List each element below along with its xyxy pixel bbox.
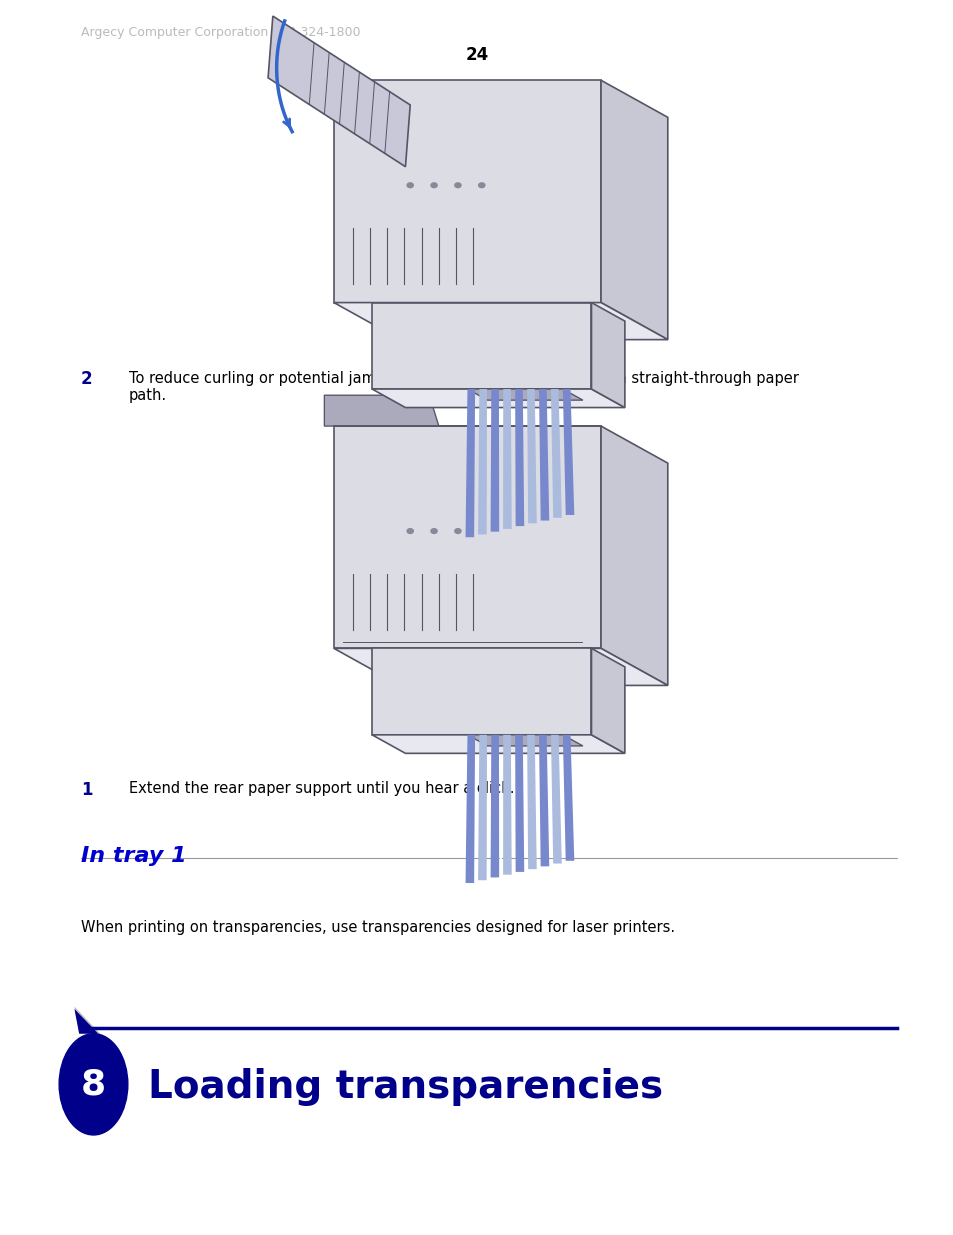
Polygon shape (591, 303, 624, 408)
Polygon shape (477, 735, 486, 881)
Ellipse shape (430, 182, 437, 188)
Polygon shape (334, 303, 667, 340)
Text: 1: 1 (81, 781, 92, 799)
Polygon shape (490, 389, 498, 531)
Ellipse shape (454, 529, 461, 534)
Polygon shape (477, 389, 486, 535)
Ellipse shape (454, 182, 461, 188)
Ellipse shape (477, 529, 485, 534)
Polygon shape (562, 735, 574, 861)
Polygon shape (538, 389, 549, 521)
Text: 24: 24 (465, 46, 488, 64)
Polygon shape (600, 80, 667, 340)
Polygon shape (372, 735, 624, 753)
Polygon shape (465, 389, 475, 537)
Polygon shape (538, 735, 549, 867)
Polygon shape (591, 648, 624, 753)
Polygon shape (324, 395, 438, 426)
Polygon shape (502, 735, 511, 874)
Ellipse shape (430, 529, 437, 534)
Polygon shape (372, 648, 591, 735)
Polygon shape (74, 1007, 100, 1034)
Polygon shape (551, 735, 561, 863)
Polygon shape (551, 389, 561, 517)
Polygon shape (467, 735, 582, 746)
Ellipse shape (59, 1034, 128, 1135)
Polygon shape (334, 648, 667, 685)
Polygon shape (600, 426, 667, 685)
Text: When printing on transparencies, use transparencies designed for laser printers.: When printing on transparencies, use tra… (81, 920, 675, 935)
Text: 8: 8 (81, 1067, 106, 1102)
Polygon shape (502, 389, 511, 529)
Polygon shape (526, 735, 537, 869)
Text: Argecy Computer Corporation 248-324-1800: Argecy Computer Corporation 248-324-1800 (81, 26, 360, 40)
Polygon shape (334, 426, 600, 648)
Polygon shape (372, 389, 624, 408)
Polygon shape (526, 389, 537, 524)
Polygon shape (334, 80, 600, 303)
Polygon shape (515, 735, 524, 872)
Polygon shape (268, 16, 410, 167)
Text: 2: 2 (81, 370, 92, 389)
Polygon shape (465, 735, 475, 883)
Polygon shape (490, 735, 498, 877)
Polygon shape (515, 389, 524, 526)
Text: To reduce curling or potential jams, open the front output door for a straight-t: To reduce curling or potential jams, ope… (129, 370, 798, 403)
Ellipse shape (477, 182, 485, 188)
Polygon shape (467, 389, 582, 400)
Ellipse shape (406, 182, 414, 188)
Polygon shape (562, 389, 574, 515)
Ellipse shape (406, 529, 414, 534)
Text: Extend the rear paper support until you hear a click.: Extend the rear paper support until you … (129, 781, 514, 795)
Polygon shape (74, 1009, 98, 1034)
Text: In tray 1: In tray 1 (81, 846, 187, 866)
Text: Loading transparencies: Loading transparencies (148, 1068, 662, 1105)
Polygon shape (372, 303, 591, 389)
